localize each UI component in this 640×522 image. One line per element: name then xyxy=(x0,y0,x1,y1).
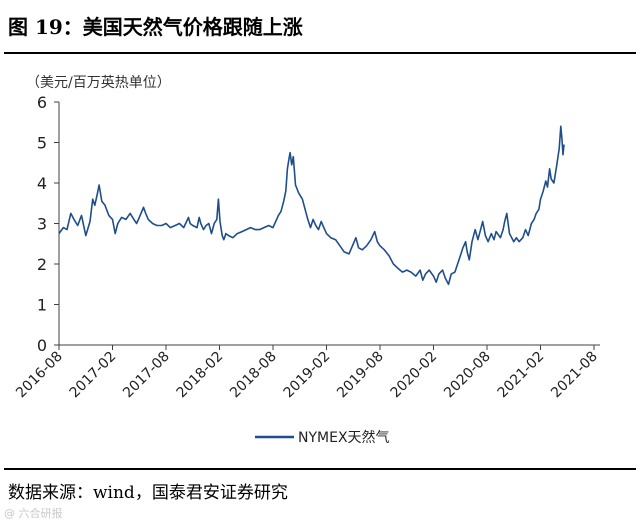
x-tick-label: 2016-08 xyxy=(13,349,66,402)
x-tick-label: 2018-02 xyxy=(174,349,227,402)
chart-svg: 0 1 2 3 4 5 6 2016-08 2017-02 2017-08 2018-02 2018… xyxy=(13,93,601,446)
x-tick-label: 2017-08 xyxy=(120,349,173,402)
x-tick-label: 2019-02 xyxy=(281,349,334,402)
x-tick-label: 2018-08 xyxy=(227,349,280,402)
y-tick-label: 2 xyxy=(37,255,47,274)
y-axis-unit-label: （美元/百万英热单位） xyxy=(26,75,171,91)
y-tick-label: 0 xyxy=(37,336,47,355)
y-axis: 0 1 2 3 4 5 6 xyxy=(37,93,60,355)
x-tick-label: 2017-02 xyxy=(67,349,120,402)
series-line-nymex-natural-gas xyxy=(58,125,565,286)
footer-divider xyxy=(4,468,636,470)
legend[interactable]: NYMEX天然气 xyxy=(255,429,390,446)
y-tick-label: 3 xyxy=(37,215,47,234)
x-tick-label: 2020-02 xyxy=(388,349,441,402)
y-tick-label: 6 xyxy=(37,93,47,112)
x-tick-label: 2021-02 xyxy=(495,349,548,402)
y-tick-label: 1 xyxy=(37,296,47,315)
legend-label: NYMEX天然气 xyxy=(298,429,390,446)
series-layer xyxy=(58,125,565,286)
figure-title: 图 19：美国天然气价格跟随上涨 xyxy=(8,15,303,39)
x-tick-label: 2021-08 xyxy=(548,349,601,402)
source-note: 数据来源：wind，国泰君安证券研究 xyxy=(8,483,288,503)
y-tick-label: 4 xyxy=(37,174,47,193)
title-divider xyxy=(4,52,636,54)
y-tick-label: 5 xyxy=(37,134,47,153)
x-tick-label: 2020-08 xyxy=(441,349,494,402)
watermark-text: @ 六合研报 xyxy=(4,507,63,520)
x-tick-label: 2019-08 xyxy=(334,349,387,402)
x-axis: 2016-08 2017-02 2017-08 2018-02 2018-08 2019-… xyxy=(13,344,601,402)
